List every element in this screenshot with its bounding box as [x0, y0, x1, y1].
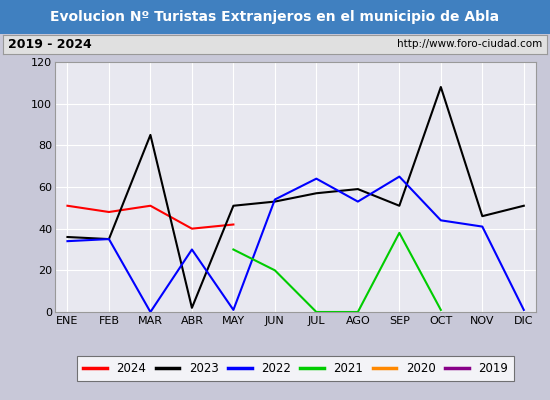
- Legend: 2024, 2023, 2022, 2021, 2020, 2019: 2024, 2023, 2022, 2021, 2020, 2019: [78, 356, 514, 381]
- Text: 2019 - 2024: 2019 - 2024: [8, 38, 92, 51]
- Text: Evolucion Nº Turistas Extranjeros en el municipio de Abla: Evolucion Nº Turistas Extranjeros en el …: [51, 10, 499, 24]
- Text: http://www.foro-ciudad.com: http://www.foro-ciudad.com: [397, 39, 542, 49]
